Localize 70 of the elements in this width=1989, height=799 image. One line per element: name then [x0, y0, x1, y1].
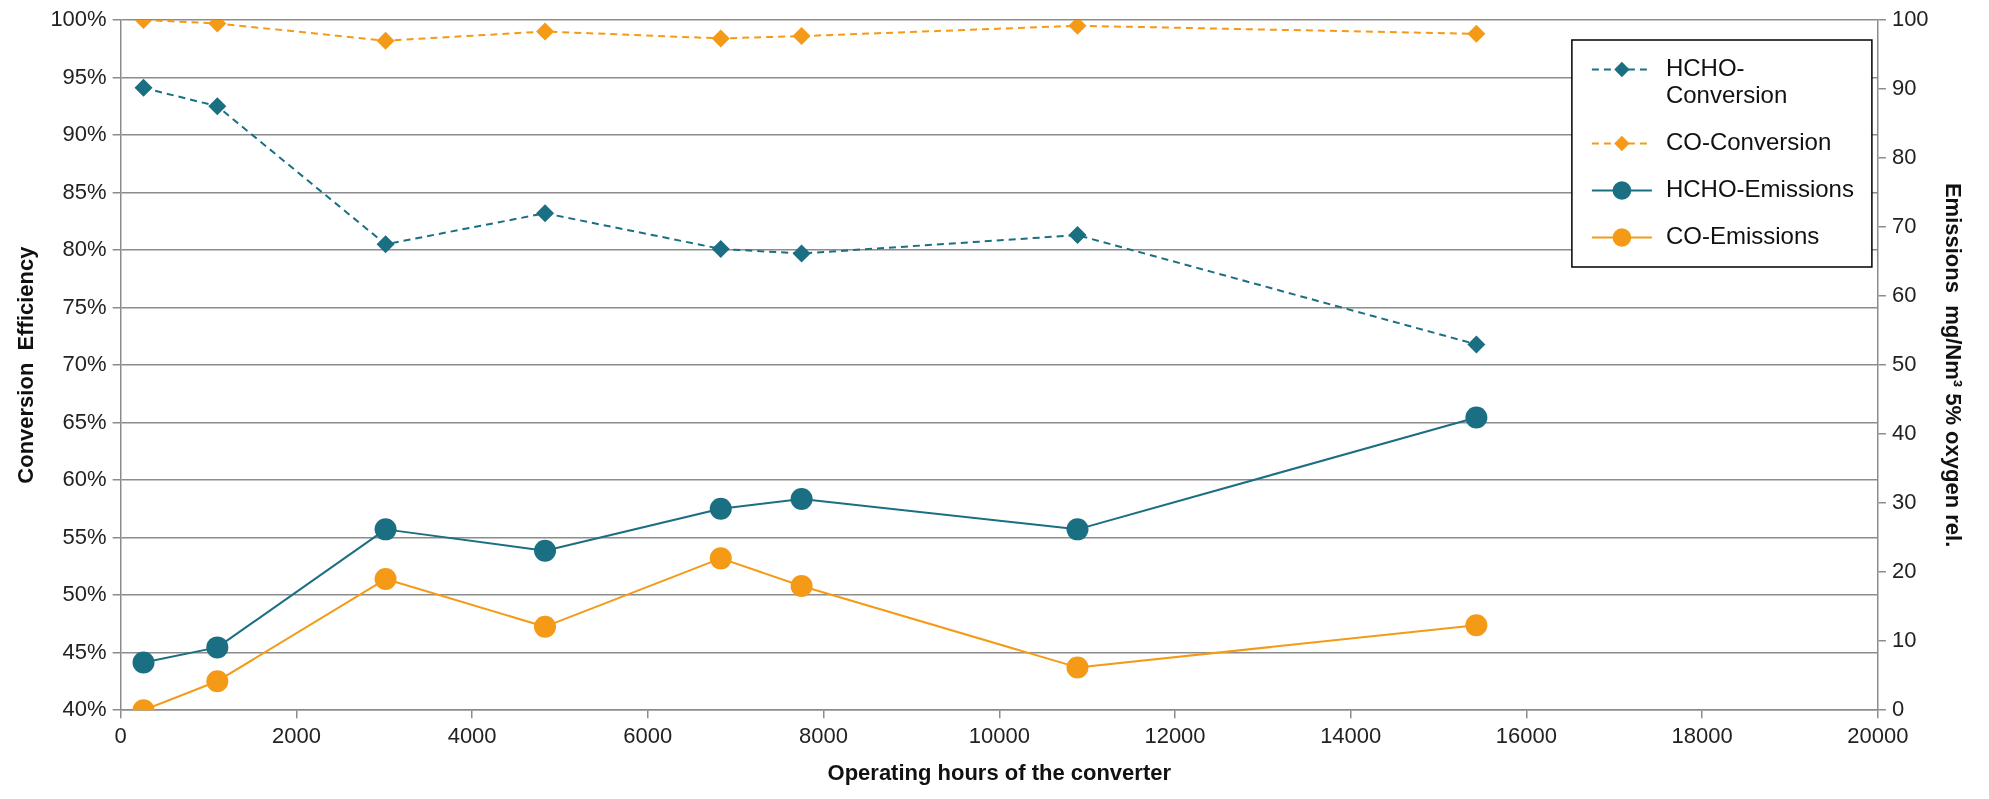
point [374, 568, 397, 591]
x-tick-label: 6000 [623, 723, 673, 749]
y2-tick-label: 100 [1891, 6, 1929, 32]
y-axis-title: Conversion Efficiency [13, 245, 39, 484]
point [536, 22, 555, 41]
legend-label: CO-Conversion [1665, 128, 1832, 156]
point [134, 78, 153, 97]
point [792, 27, 811, 46]
point [206, 670, 229, 693]
y2-tick-label: 90 [1891, 75, 1917, 101]
point [709, 547, 732, 570]
point [208, 97, 227, 116]
point [792, 244, 811, 263]
point [1465, 406, 1488, 429]
y2-tick-label: 30 [1891, 489, 1917, 515]
x-tick-label: 12000 [1144, 723, 1206, 749]
y-tick-label: 100% [50, 6, 107, 32]
point [711, 29, 730, 48]
point [376, 235, 395, 254]
legend-label: HCHO-Emissions [1665, 175, 1854, 203]
y-tick-label: 55% [62, 523, 107, 549]
y-tick-label: 40% [62, 696, 107, 722]
y2-tick-label: 60 [1891, 282, 1917, 308]
x-tick-label: 8000 [799, 723, 849, 749]
legend-label: CO-Emissions [1665, 222, 1820, 250]
y2-tick-label: 70 [1891, 213, 1917, 239]
point [1467, 24, 1486, 43]
y2-axis-title: Emissions mg/Nm³ 5% oxygen rel. [1940, 182, 1966, 548]
point [1066, 518, 1089, 541]
point [709, 497, 732, 520]
point [376, 31, 395, 50]
y-tick-label: 45% [62, 638, 107, 664]
y2-tick-label: 10 [1891, 627, 1917, 653]
y2-tick-label: 20 [1891, 558, 1917, 584]
point [711, 239, 730, 258]
point [206, 636, 229, 659]
x-tick-label: 4000 [447, 723, 497, 749]
point [374, 518, 397, 541]
y2-tick-label: 40 [1891, 420, 1917, 446]
x-tick-label: 0 [114, 723, 127, 749]
y-tick-label: 70% [62, 351, 107, 377]
x-tick-label: 18000 [1671, 723, 1733, 749]
y-tick-label: 90% [62, 121, 107, 147]
point [790, 488, 813, 510]
x-tick-label: 10000 [968, 723, 1030, 749]
point [1465, 614, 1488, 637]
y2-tick-label: 80 [1891, 144, 1917, 170]
y-tick-label: 80% [62, 236, 107, 262]
y2-tick-label: 50 [1891, 351, 1917, 377]
y-tick-label: 95% [62, 63, 107, 89]
y2-tick-label: 0 [1891, 696, 1905, 722]
point [534, 539, 557, 562]
point [1467, 335, 1486, 354]
point [536, 204, 555, 223]
y-tick-label: 75% [62, 293, 107, 319]
x-tick-label: 2000 [271, 723, 321, 749]
x-tick-label: 20000 [1847, 723, 1909, 749]
point [1068, 226, 1087, 245]
point [790, 574, 813, 597]
point [132, 651, 155, 674]
y-tick-label: 65% [62, 408, 107, 434]
x-axis-title: Operating hours of the converter [827, 759, 1172, 785]
y-tick-label: 50% [62, 581, 107, 607]
y-tick-label: 60% [62, 466, 107, 492]
x-tick-label: 16000 [1495, 723, 1558, 749]
x-tick-label: 14000 [1320, 723, 1382, 749]
point [1066, 656, 1089, 679]
y-tick-label: 85% [62, 178, 107, 204]
legend-label: HCHO-Conversion [1665, 54, 1788, 109]
point [534, 615, 557, 638]
